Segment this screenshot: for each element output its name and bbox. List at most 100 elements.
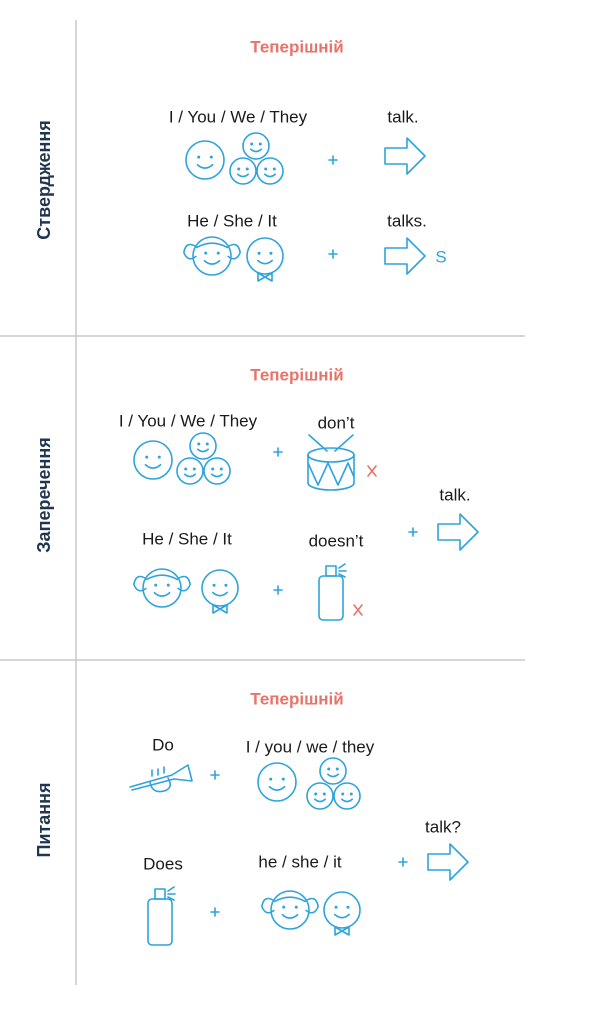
head: [189, 432, 217, 460]
plus: [273, 585, 283, 595]
bowtie: [212, 604, 228, 614]
smile: [237, 173, 249, 178]
subject: I / you / we / they: [246, 737, 375, 756]
section-title: Теперішній: [250, 689, 343, 708]
arrow: [427, 843, 469, 881]
eye: [216, 251, 220, 255]
eye: [327, 767, 331, 771]
section-label: Заперечення: [34, 437, 54, 552]
head: [185, 140, 225, 180]
auxiliary: doesn’t: [309, 531, 364, 550]
boy-face: [323, 891, 361, 936]
spray: [318, 563, 347, 621]
girl-face: [183, 236, 241, 276]
section-title: Теперішній: [250, 37, 343, 56]
head: [192, 236, 232, 276]
eye: [145, 455, 149, 459]
eye: [197, 155, 201, 159]
plus: [210, 770, 220, 780]
face: [185, 140, 225, 180]
smile: [144, 463, 162, 469]
section-label: Питання: [34, 782, 54, 857]
eye: [322, 792, 326, 796]
drum: [307, 434, 355, 491]
face: [257, 762, 297, 802]
eye: [204, 251, 208, 255]
head: [203, 457, 231, 485]
suffix: S: [435, 247, 446, 266]
sticks: [308, 434, 354, 452]
pigtail: [261, 897, 275, 914]
eye: [212, 583, 216, 587]
eye: [197, 442, 201, 446]
hair: [274, 896, 306, 903]
trumpet: [129, 764, 193, 793]
eye: [272, 167, 276, 171]
head: [323, 891, 361, 929]
pigtail: [305, 897, 319, 914]
smile: [281, 913, 299, 919]
eye: [264, 167, 268, 171]
subject: he / she / it: [258, 852, 341, 871]
smile: [211, 473, 223, 478]
can: [318, 575, 344, 621]
head: [242, 132, 270, 160]
verb: talks.: [387, 211, 427, 230]
subject: He / She / It: [187, 211, 277, 230]
eye: [346, 905, 350, 909]
auxiliary: don’t: [318, 413, 355, 432]
auxiliary: Do: [152, 735, 174, 754]
boy-face: [246, 237, 284, 282]
pigtail: [133, 575, 147, 592]
smile: [268, 785, 286, 791]
head: [306, 782, 334, 810]
eye: [192, 467, 196, 471]
smile: [196, 163, 214, 169]
eye: [154, 583, 158, 587]
head: [257, 762, 297, 802]
smile: [341, 798, 353, 803]
eye: [258, 142, 262, 146]
cross: [353, 604, 363, 616]
eye: [224, 583, 228, 587]
verb: talk.: [387, 107, 418, 126]
mist: [338, 563, 347, 578]
subject: He / She / It: [142, 529, 232, 548]
section-label: Ствердження: [34, 120, 54, 239]
smile: [197, 448, 209, 453]
eye: [281, 777, 285, 781]
plus: [398, 857, 408, 867]
head: [319, 757, 347, 785]
pigtail: [227, 243, 241, 260]
eye: [349, 792, 353, 796]
can: [147, 898, 173, 946]
trumpet-body: [129, 764, 193, 793]
eye: [237, 167, 241, 171]
arrow: [384, 137, 426, 175]
eye: [250, 142, 254, 146]
eye: [294, 905, 298, 909]
head: [229, 157, 257, 185]
eye: [335, 767, 339, 771]
smile: [184, 473, 196, 478]
bowtie: [334, 926, 350, 936]
eye: [245, 167, 249, 171]
head: [176, 457, 204, 485]
eye: [211, 467, 215, 471]
plus: [328, 249, 338, 259]
eye: [257, 251, 261, 255]
head: [246, 237, 284, 275]
smile: [264, 173, 276, 178]
arrow: [384, 237, 426, 275]
arrow: [437, 513, 479, 551]
section-title: Теперішній: [250, 365, 343, 384]
subject: I / You / We / They: [119, 411, 258, 430]
drum-body: [307, 454, 355, 491]
eye: [184, 467, 188, 471]
smile: [334, 913, 350, 919]
drum-top: [307, 447, 355, 463]
spray: [147, 886, 176, 946]
eye: [166, 583, 170, 587]
bowtie: [257, 272, 273, 282]
